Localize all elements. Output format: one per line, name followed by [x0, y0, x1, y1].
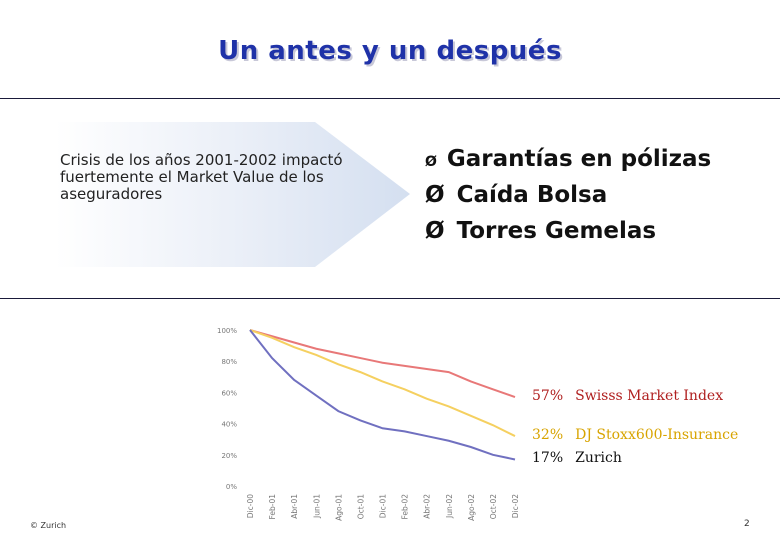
- series-percent: 17%: [532, 450, 564, 467]
- footer-copyright: © Zurich: [30, 521, 67, 530]
- series-label: 32% DJ Stoxx600-Insurance: [532, 427, 738, 443]
- bullet-item: Ø Garantías en pólizas: [425, 146, 711, 182]
- x-tick-label: Ago-02: [467, 494, 476, 521]
- x-tick-label: Dic-01: [379, 494, 388, 518]
- series-percent: 32%: [532, 427, 564, 444]
- series-label: 57% Swisss Market Index: [532, 388, 723, 404]
- x-tick-label: Abr-02: [423, 494, 432, 519]
- y-tick-label: 0%: [226, 483, 237, 491]
- bullet-label: Torres Gemelas: [456, 218, 657, 244]
- bullet-label: Caída Bolsa: [456, 182, 608, 208]
- bullet-list: Ø Garantías en pólizas Ø Caída Bolsa Ø T…: [425, 146, 711, 254]
- x-tick-label: Oct-01: [356, 494, 365, 519]
- series-name: Zurich: [575, 450, 622, 467]
- x-tick-label: Jun-02: [445, 494, 454, 519]
- y-tick-label: 20%: [221, 452, 237, 460]
- x-tick-label: Abr-01: [290, 494, 299, 519]
- x-tick-label: Ago-01: [334, 494, 343, 521]
- y-tick-label: 80%: [221, 358, 237, 366]
- slide-title: Un antes y un después: [218, 36, 562, 66]
- arrow-bullet-icon: Ø: [425, 218, 445, 244]
- x-tick-label: Jun-01: [312, 494, 321, 519]
- arrow-text: Crisis de los años 2001-2002 impactó fue…: [60, 151, 343, 203]
- arrow-shape: [55, 122, 410, 267]
- x-tick-label: Dic-00: [246, 494, 255, 518]
- arrow-bullet-icon: Ø: [425, 154, 437, 170]
- series-line: [249, 329, 516, 399]
- series-percent: 57%: [532, 388, 564, 405]
- series-name: Swisss Market Index: [575, 388, 724, 405]
- x-tick-label: Feb-02: [401, 494, 410, 520]
- y-tick-label: 40%: [221, 421, 237, 429]
- middle-divider: [0, 298, 780, 299]
- series-name: DJ Stoxx600-Insurance: [575, 427, 739, 444]
- bullet-item: Ø Torres Gemelas: [425, 218, 711, 254]
- x-tick-label: Oct-02: [489, 494, 498, 519]
- top-divider: [0, 98, 780, 99]
- series-line: [249, 329, 516, 437]
- x-tick-label: Dic-02: [511, 494, 520, 518]
- bullet-item: Ø Caída Bolsa: [425, 182, 711, 218]
- y-tick-label: 100%: [217, 327, 237, 335]
- y-tick-label: 60%: [221, 389, 237, 397]
- series-label: 17% Zurich: [532, 450, 622, 466]
- series-line: [249, 329, 516, 461]
- line-chart: 0% 20% 40% 60% 80% 100% Dic-00 Feb-01 Abr-01 Jun-…: [217, 327, 520, 521]
- arrow-bullet-icon: Ø: [425, 182, 445, 208]
- x-tick-label: Feb-01: [268, 494, 277, 520]
- page-number: 2: [744, 519, 750, 529]
- bullet-label: Garantías en pólizas: [446, 146, 712, 172]
